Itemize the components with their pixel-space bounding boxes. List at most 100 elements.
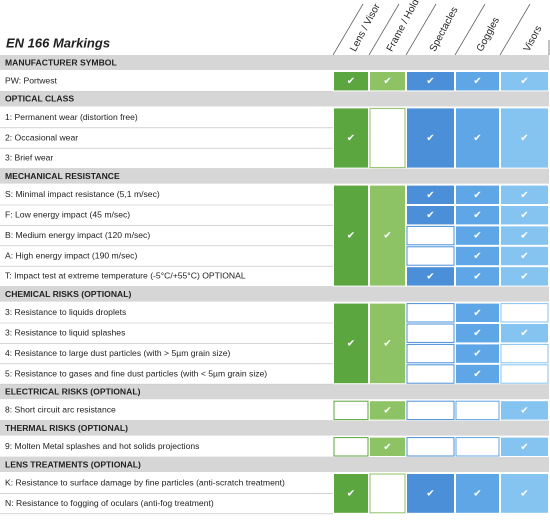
cell: [456, 364, 499, 384]
row-label: 8: Short circuit arc resistance: [5, 405, 116, 415]
header-divider: [368, 3, 400, 56]
column-header: Visors: [522, 24, 545, 54]
cell: [501, 267, 548, 286]
check: ✔: [520, 271, 528, 282]
cell: [370, 437, 405, 456]
header-divider: [405, 3, 437, 56]
cell: [334, 108, 368, 168]
row-label: 3: Resistance to liquids droplets: [5, 307, 126, 317]
section-title: OPTICAL CLASS: [5, 94, 74, 104]
check: ✔: [347, 231, 355, 242]
cell: [501, 401, 548, 420]
header-divider: [332, 3, 364, 56]
column-header: Goggles: [475, 16, 502, 54]
row-label: S: Minimal impact resistance (5,1 m/sec): [5, 189, 160, 199]
check: ✔: [520, 210, 528, 221]
cell: [407, 72, 454, 91]
column-header: Lens / Visor: [348, 1, 383, 53]
cell: [456, 324, 499, 343]
row-label: F: Low energy impact (45 m/sec): [5, 209, 130, 219]
check: ✔: [473, 328, 481, 339]
row-label: 2: Occasional wear: [5, 132, 78, 142]
check: ✔: [520, 76, 528, 87]
section-title: ELECTRICAL RISKS (OPTIONAL): [5, 386, 141, 396]
cell: [407, 108, 454, 168]
cell: [407, 267, 454, 286]
column-header: Spectacles: [428, 5, 461, 53]
cell: [334, 303, 368, 384]
row-label: N: Resistance to fogging of oculars (ant…: [5, 498, 214, 508]
section-band: [0, 457, 549, 472]
section-band: [0, 55, 549, 70]
cell: [456, 206, 499, 225]
cell: [501, 72, 548, 91]
cell: [406, 323, 455, 343]
check: ✔: [426, 190, 434, 201]
cell: [406, 343, 455, 364]
cell: [500, 364, 549, 384]
cell: [455, 437, 500, 457]
check: ✔: [426, 133, 434, 144]
check: ✔: [383, 442, 391, 453]
cell: [334, 185, 368, 286]
check: ✔: [473, 251, 481, 262]
check: ✔: [473, 231, 481, 242]
cell: [334, 474, 368, 513]
check: ✔: [347, 76, 355, 87]
cell: [456, 72, 499, 91]
section-band: [0, 286, 549, 302]
title: EN 166 Markings: [6, 35, 110, 50]
check: ✔: [347, 133, 355, 144]
check: ✔: [347, 488, 355, 499]
row-label: A: High energy impact (190 m/sec): [5, 250, 137, 260]
check: ✔: [473, 271, 481, 282]
cell: [501, 474, 548, 513]
check: ✔: [473, 190, 481, 201]
check: ✔: [473, 76, 481, 87]
cell: [406, 437, 455, 457]
cell: [369, 107, 406, 169]
check: ✔: [473, 210, 481, 221]
row-label: 4: Resistance to large dust particles (w…: [5, 348, 231, 358]
row-label: 1: Permanent wear (distortion free): [5, 112, 138, 122]
cell: [456, 108, 499, 168]
check: ✔: [520, 488, 528, 499]
section-band: [0, 168, 549, 184]
cell: [501, 246, 548, 266]
header-divider: [499, 3, 531, 56]
cell: [456, 474, 499, 513]
check: ✔: [520, 251, 528, 262]
check: ✔: [520, 231, 528, 242]
section-band: [0, 91, 549, 107]
row-label: T: Impact test at extreme temperature (-…: [5, 271, 246, 281]
check: ✔: [473, 369, 481, 380]
check: ✔: [473, 133, 481, 144]
cell: [501, 226, 548, 245]
cell: [407, 206, 454, 225]
section-title: MANUFACTURER SYMBOL: [5, 57, 117, 67]
check: ✔: [347, 338, 355, 349]
cell: [501, 206, 548, 225]
section-title: LENS TREATMENTS (OPTIONAL): [5, 459, 141, 469]
check: ✔: [520, 405, 528, 416]
cell: [456, 185, 499, 204]
cell: [455, 400, 500, 421]
cell: [456, 226, 499, 245]
row-label: 3: Resistance to liquid splashes: [5, 327, 125, 337]
check: ✔: [383, 405, 391, 416]
row-label: 9: Molten Metal splashes and hot solids …: [5, 441, 199, 451]
cell: [501, 324, 548, 343]
cell: [333, 437, 369, 457]
row-label: 5: Resistance to gases and fine dust par…: [5, 368, 267, 378]
check: ✔: [473, 488, 481, 499]
check: ✔: [473, 349, 481, 360]
cell: [406, 246, 455, 266]
section-band: [0, 420, 549, 436]
cell: [406, 225, 455, 246]
section-title: MECHANICAL RESISTANCE: [5, 171, 120, 181]
column-header: Frame / Holder: [385, 0, 426, 54]
check: ✔: [383, 231, 391, 242]
check: ✔: [473, 308, 481, 319]
check: ✔: [520, 442, 528, 453]
